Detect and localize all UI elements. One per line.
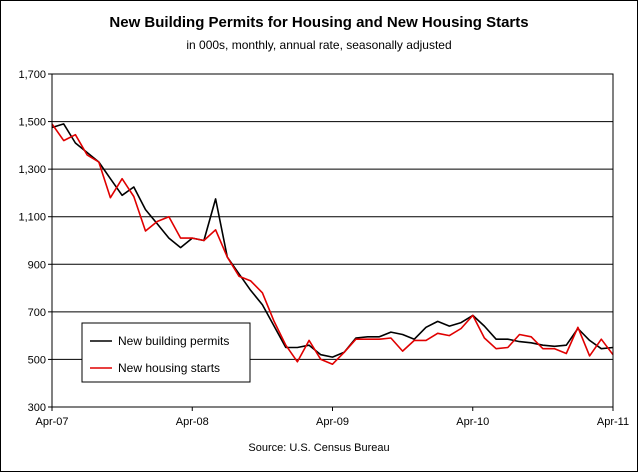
legend-box	[81, 322, 251, 383]
y-tick-label: 700	[28, 307, 46, 319]
chart-title: New Building Permits for Housing and New…	[109, 14, 529, 31]
chart-subtitle: in 000s, monthly, annual rate, seasonall…	[186, 38, 452, 52]
series-lines	[51, 123, 614, 366]
x-tick-label: Apr-09	[316, 416, 349, 428]
y-tick-label: 1,500	[18, 117, 46, 129]
y-tick-label: 900	[28, 259, 46, 271]
x-tick-label: Apr-07	[35, 416, 68, 428]
x-axis-ticks: Apr-07 Apr-08 Apr-09 Apr-10 Apr-11	[35, 407, 629, 428]
y-tick-label: 1,100	[18, 212, 46, 224]
legend: New building permits New housing starts	[81, 322, 251, 383]
y-tick-label: 500	[28, 354, 46, 366]
legend-label-starts: New housing starts	[118, 361, 220, 375]
x-tick-label: Apr-11	[597, 416, 629, 428]
legend-label-permits: New building permits	[118, 334, 229, 348]
y-axis-ticks: 300 500 700 900 1,100 1,300 1,500 1,700	[18, 69, 52, 414]
series-line-permits	[51, 123, 614, 358]
gridlines	[52, 121, 613, 360]
plot-area-border	[51, 73, 614, 408]
x-tick-label: Apr-10	[456, 416, 489, 428]
chart-source: Source: U.S. Census Bureau	[248, 442, 390, 454]
y-tick-label: 1,700	[18, 69, 46, 81]
x-tick-label: Apr-08	[176, 416, 209, 428]
y-tick-label: 1,300	[18, 164, 46, 176]
series-line-starts	[51, 123, 614, 366]
y-tick-label: 300	[28, 402, 46, 414]
